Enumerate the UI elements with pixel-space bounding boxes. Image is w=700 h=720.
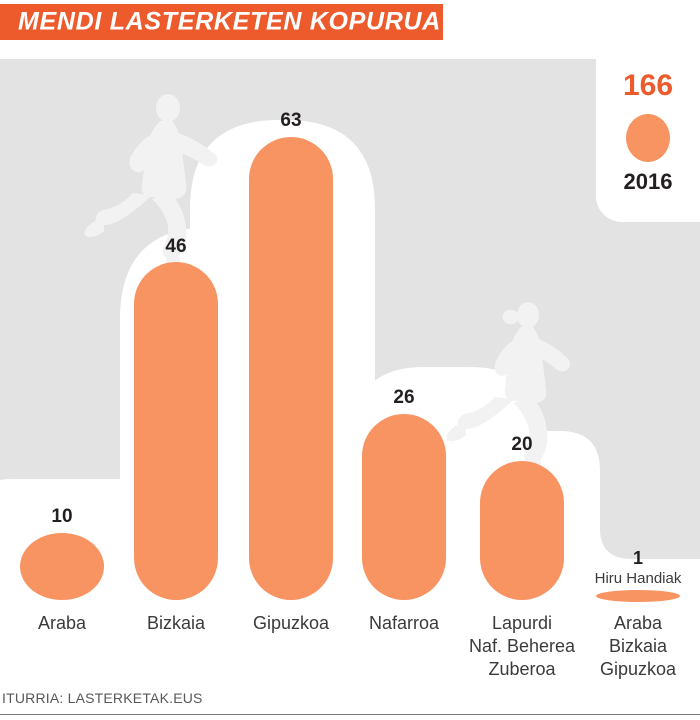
bar-araba	[20, 533, 104, 600]
category-label-hiru-1: Araba	[613, 613, 663, 633]
title-bar: MENDI LASTERKETEN KOPURUA	[0, 4, 443, 40]
bar-value-araba: 10	[51, 506, 73, 527]
category-label-lapurdi-3: Zuberoa	[488, 659, 556, 679]
bar-value-lapurdi: 20	[511, 434, 533, 455]
category-label-nafarroa: Nafarroa	[368, 613, 440, 633]
bar-value-nafarroa: 26	[393, 387, 415, 408]
hiru-handiak-note: Hiru Handiak	[594, 570, 682, 587]
category-label-lapurdi-1: Lapurdi	[491, 613, 553, 633]
legend-panel: 166 2016	[596, 59, 700, 222]
category-label-hiru-2: Bizkaia	[608, 636, 668, 656]
chart-canvas	[0, 94, 700, 687]
bar-value-hiru-handiak: 1	[632, 548, 644, 568]
female-runner-silhouette-icon	[446, 302, 571, 474]
bars-group	[20, 137, 680, 602]
footer-divider	[0, 714, 700, 715]
category-label-lapurdi-2: Naf. Beherea	[468, 636, 576, 656]
bar-bizkaia	[134, 262, 218, 600]
page-title: MENDI LASTERKETEN KOPURUA	[18, 7, 442, 36]
category-label-gipuzkoa: Gipuzkoa	[252, 613, 330, 633]
bar-value-bizkaia: 46	[165, 236, 187, 257]
bar-hiru-handiak	[596, 590, 680, 602]
legend-year-label: 2016	[623, 169, 673, 194]
chart-plate: 166 2016	[0, 59, 700, 687]
category-label-hiru-3: Gipuzkoa	[599, 659, 677, 679]
bar-lapurdi	[480, 461, 564, 600]
bar-value-gipuzkoa: 63	[280, 110, 302, 131]
legend-total-value: 166	[622, 69, 674, 102]
bar-nafarroa	[362, 414, 446, 600]
category-label-araba: Araba	[37, 613, 87, 633]
source-label: ITURRIA: LASTERKETAK.EUS	[2, 690, 203, 706]
bar-gipuzkoa	[249, 137, 333, 600]
hill-backdrop	[0, 120, 700, 687]
male-runner-silhouette-icon	[84, 94, 218, 270]
category-label-bizkaia: Bizkaia	[146, 613, 206, 633]
circle-marker-icon	[626, 114, 670, 162]
